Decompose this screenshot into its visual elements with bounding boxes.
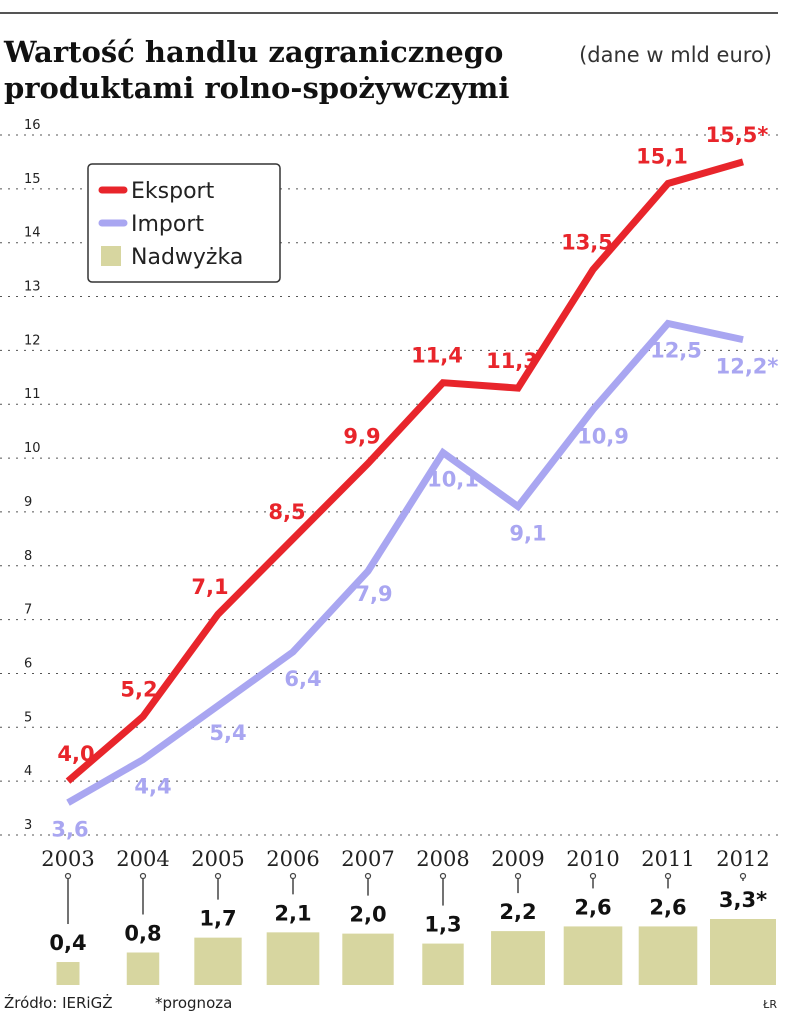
data-label-eksport: 4,0: [57, 742, 94, 766]
y-axis-ticks: 3 4 5 6 7 8 9 10 11 12 13 14 15 16: [24, 118, 41, 833]
series-lines: [65, 158, 744, 806]
data-label-eksport: 11,4: [411, 344, 463, 368]
y-tick-label: 10: [24, 441, 41, 456]
surplus-label: 2,2: [499, 900, 536, 924]
surplus-label: 1,7: [199, 907, 236, 931]
surplus-square: [342, 933, 394, 985]
data-label-import: 10,1: [427, 468, 479, 492]
legend: Eksport Import Nadwyżka: [87, 163, 281, 283]
surplus-label: 2,6: [649, 895, 686, 919]
data-label-eksport: 15,5*: [706, 123, 769, 147]
surplus-square: [422, 943, 464, 985]
chart-title-line-2: produktami rolno-spożywczymi: [4, 71, 509, 105]
surplus-label: 2,6: [574, 895, 611, 919]
surplus-stem-dot: [139, 872, 147, 880]
data-label-import: 6,4: [284, 667, 321, 691]
data-labels: 4,0 5,2 7,1 8,5 9,9 11,4 11,3 13,5 15,1 15,5* 3,6 4…: [51, 123, 778, 842]
data-label-eksport: 15,1: [636, 144, 688, 168]
y-tick-label: 16: [24, 118, 41, 133]
data-label-import: 12,2*: [716, 355, 779, 379]
surplus-stem-dot: [739, 872, 747, 880]
x-tick-label: 2005: [191, 847, 244, 871]
data-label-import: 5,4: [209, 721, 246, 745]
surplus-square: [266, 932, 320, 985]
x-tick-label: 2008: [416, 847, 469, 871]
surplus-square: [126, 952, 160, 985]
surplus-squares: 0,4 0,8 1,7 2,1 2,0 1,3 2,2 2,6 2,6 3,3*: [49, 872, 776, 985]
surplus-stem-dot: [289, 872, 297, 880]
y-tick-label: 6: [24, 656, 32, 671]
y-tick-label: 4: [24, 764, 32, 779]
credit-text: ŁR: [762, 998, 777, 1011]
data-label-import: 7,9: [355, 582, 392, 606]
surplus-square: [638, 926, 698, 985]
legend-label-import: Import: [131, 212, 204, 237]
y-tick-label: 15: [24, 172, 41, 187]
legend-label-nadwyzka: Nadwyżka: [131, 245, 243, 270]
surplus-stem-dot: [664, 872, 672, 880]
x-tick-label: 2011: [641, 847, 694, 871]
y-tick-label: 13: [24, 280, 41, 295]
surplus-stem-dot: [439, 872, 447, 880]
y-tick-label: 9: [24, 495, 32, 510]
surplus-square: [563, 926, 623, 985]
chart-subtitle: (dane w mld euro): [579, 43, 772, 67]
y-tick-label: 5: [24, 710, 32, 725]
surplus-stem-dot: [214, 872, 222, 880]
y-tick-label: 3: [24, 818, 32, 833]
y-tick-label: 14: [24, 226, 41, 241]
note-text: *prognoza: [155, 994, 232, 1012]
source-text: Źródło: IERiGŻ: [4, 993, 112, 1012]
surplus-stem-dot: [589, 872, 597, 880]
y-tick-label: 7: [24, 603, 32, 618]
surplus-stem-dot: [364, 872, 372, 880]
data-label-eksport: 13,5: [561, 231, 613, 255]
surplus-label: 3,3*: [719, 888, 767, 912]
data-label-eksport: 7,1: [191, 575, 228, 599]
surplus-stem-dot: [64, 872, 72, 880]
surplus-label: 0,4: [49, 931, 86, 955]
x-tick-label: 2012: [716, 847, 769, 871]
chart-title-line-1: Wartość handlu zagranicznego: [3, 35, 503, 69]
surplus-square: [194, 937, 242, 985]
x-axis-ticks: 2003 2004 2005 2006 2007 2008 2009 2010 2011 2012: [41, 847, 769, 871]
surplus-label: 0,8: [124, 922, 161, 946]
data-label-import: 12,5: [650, 338, 702, 362]
x-tick-label: 2009: [491, 847, 544, 871]
data-label-eksport: 5,2: [120, 678, 157, 702]
data-label-import: 3,6: [51, 818, 88, 842]
legend-label-eksport: Eksport: [131, 179, 215, 204]
surplus-label: 1,3: [424, 913, 461, 937]
x-tick-label: 2004: [116, 847, 169, 871]
y-tick-label: 11: [24, 387, 41, 402]
surplus-square: [491, 931, 545, 985]
surplus-square: [710, 919, 776, 985]
surplus-label: 2,0: [349, 903, 386, 927]
surplus-label: 2,1: [274, 901, 311, 925]
series-line-eksport: [65, 158, 744, 784]
data-label-import: 10,9: [577, 425, 629, 449]
x-tick-label: 2003: [41, 847, 94, 871]
data-label-import: 9,1: [509, 522, 546, 546]
surplus-square: [56, 962, 80, 985]
y-tick-label: 8: [24, 549, 32, 564]
surplus-stem-dot: [514, 872, 522, 880]
data-label-eksport: 11,3: [486, 349, 538, 373]
series-line-import: [66, 319, 744, 806]
legend-box: [87, 163, 281, 283]
data-label-eksport: 8,5: [268, 500, 305, 524]
data-label-eksport: 9,9: [343, 424, 380, 448]
y-tick-label: 12: [24, 333, 41, 348]
x-tick-label: 2007: [341, 847, 394, 871]
legend-swatch-nadwyzka: [101, 246, 121, 266]
data-label-import: 4,4: [134, 775, 171, 799]
x-tick-label: 2010: [566, 847, 619, 871]
x-tick-label: 2006: [266, 847, 319, 871]
